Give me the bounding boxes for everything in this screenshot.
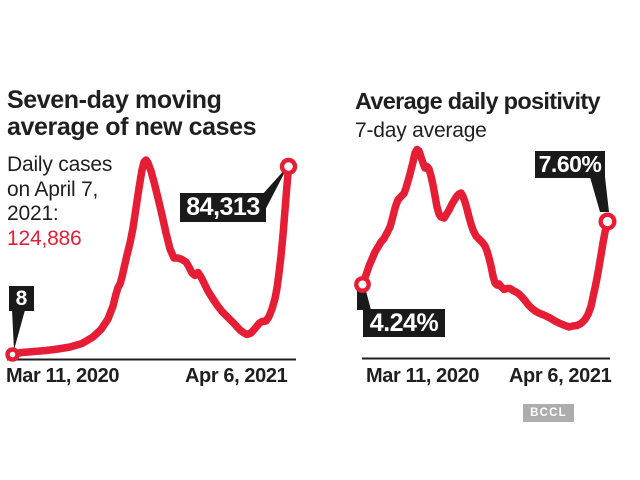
positivity-x-tick-start: Mar 11, 2020	[366, 365, 480, 387]
cases-trend-line	[8, 156, 293, 358]
cases-annotation-line-1: Daily cases	[7, 153, 113, 176]
cases-start-marker	[5, 347, 20, 362]
positivity-end-value-callout: 7.60%	[535, 151, 605, 178]
cases-x-tick-end: Apr 6, 2021	[185, 365, 288, 387]
cases-start-callout-pointer	[12, 310, 25, 350]
cases-annotation-value: 124,886	[7, 226, 82, 250]
cases-annotation-line-3: 2021:	[7, 202, 59, 226]
cases-end-callout-pointer	[261, 166, 288, 218]
positivity-chart-subtitle: 7-day average	[355, 119, 487, 142]
positivity-trend-line	[358, 145, 613, 331]
positivity-end-marker	[598, 212, 617, 231]
bccl-watermark-badge: BCCL	[523, 404, 574, 422]
cases-start-value-callout: 8	[9, 286, 34, 311]
cases-chart-title: Seven-day moving average of new cases	[7, 87, 256, 141]
cases-annotation: Daily cases on April 7, 2021: 124,886	[7, 153, 112, 251]
cases-end-value-callout: 84,313	[180, 193, 266, 222]
cases-end-marker	[279, 157, 298, 176]
positivity-start-value-callout: 4.24%	[363, 309, 445, 337]
cases-chart-title-line-2: average of new cases	[7, 113, 257, 141]
cases-chart-title-line-1: Seven-day moving	[7, 86, 222, 114]
positivity-start-marker	[354, 276, 371, 293]
positivity-end-callout-pointer	[590, 177, 609, 212]
positivity-chart-title: Average daily positivity	[355, 88, 601, 114]
positivity-x-tick-end: Apr 6, 2021	[509, 365, 612, 387]
positivity-start-callout-pointer	[357, 289, 371, 310]
cases-annotation-line-2: on April 7,	[7, 177, 99, 201]
cases-x-tick-start: Mar 11, 2020	[6, 365, 120, 387]
